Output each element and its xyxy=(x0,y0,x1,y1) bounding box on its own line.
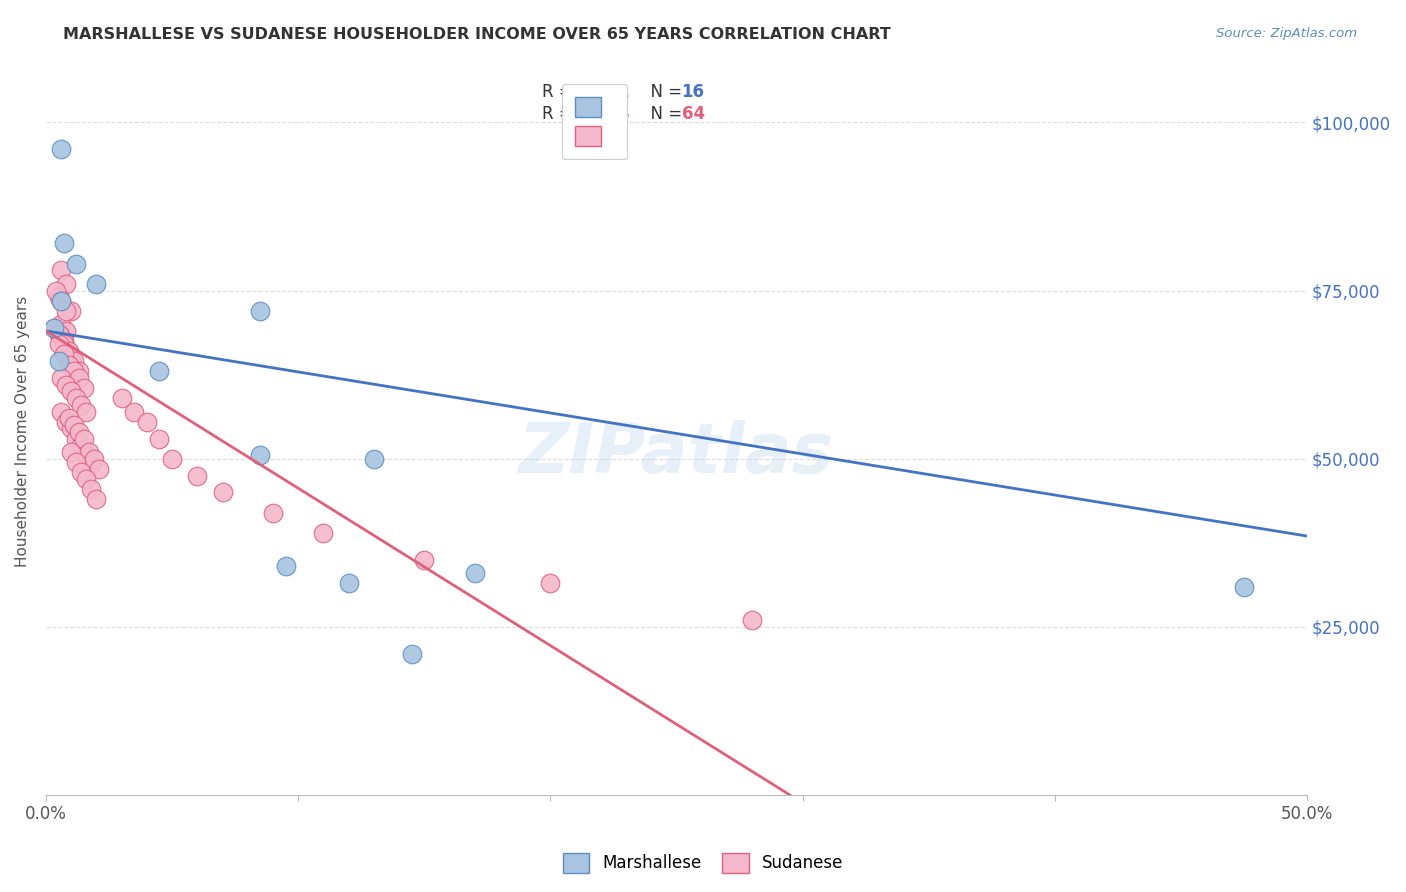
Point xyxy=(62,364,84,378)
Point xyxy=(312,525,335,540)
Point xyxy=(48,354,70,368)
Point xyxy=(274,559,297,574)
Point xyxy=(48,327,70,342)
Point xyxy=(60,303,83,318)
Text: ZIPatlas: ZIPatlas xyxy=(519,420,834,487)
Point xyxy=(60,354,83,368)
Point xyxy=(62,354,84,368)
Point xyxy=(75,472,97,486)
Point xyxy=(67,425,90,439)
Point xyxy=(75,404,97,418)
Text: R =: R = xyxy=(541,84,578,102)
Point xyxy=(401,647,423,661)
Point xyxy=(80,482,103,496)
Point xyxy=(337,576,360,591)
Text: -0.524: -0.524 xyxy=(571,104,630,122)
Point xyxy=(62,418,84,433)
Point xyxy=(48,337,70,351)
Point xyxy=(49,293,72,308)
Point xyxy=(55,303,77,318)
Point xyxy=(55,415,77,429)
Point xyxy=(52,334,75,348)
Point xyxy=(67,364,90,378)
Y-axis label: Householder Income Over 65 years: Householder Income Over 65 years xyxy=(15,296,30,567)
Text: N =: N = xyxy=(640,104,688,122)
Point xyxy=(55,324,77,338)
Point xyxy=(262,506,284,520)
Point xyxy=(73,381,96,395)
Point xyxy=(1233,580,1256,594)
Point xyxy=(65,391,87,405)
Point xyxy=(741,613,763,627)
Point xyxy=(42,320,65,334)
Point xyxy=(48,327,70,342)
Point xyxy=(45,284,67,298)
Point xyxy=(186,468,208,483)
Legend: , : , xyxy=(562,84,627,159)
Point xyxy=(58,411,80,425)
Point xyxy=(49,404,72,418)
Point xyxy=(160,451,183,466)
Point xyxy=(75,448,97,462)
Text: 64: 64 xyxy=(682,104,704,122)
Text: 16: 16 xyxy=(682,84,704,102)
Point xyxy=(249,303,271,318)
Point xyxy=(49,293,72,308)
Point xyxy=(135,415,157,429)
Point xyxy=(65,432,87,446)
Point xyxy=(87,462,110,476)
Point xyxy=(86,277,108,291)
Point xyxy=(58,344,80,359)
Point xyxy=(77,445,100,459)
Point xyxy=(70,398,93,412)
Point xyxy=(60,421,83,435)
Point xyxy=(65,455,87,469)
Point xyxy=(49,317,72,331)
Text: Source: ZipAtlas.com: Source: ZipAtlas.com xyxy=(1216,27,1357,40)
Point xyxy=(52,347,75,361)
Point xyxy=(60,384,83,399)
Point xyxy=(67,371,90,385)
Point xyxy=(363,451,385,466)
Point xyxy=(55,277,77,291)
Text: R =: R = xyxy=(541,104,578,122)
Point xyxy=(249,448,271,462)
Point xyxy=(111,391,134,405)
Point xyxy=(413,552,436,566)
Point xyxy=(49,371,72,385)
Point xyxy=(122,404,145,418)
Point xyxy=(49,263,72,277)
Point xyxy=(211,485,233,500)
Text: MARSHALLESE VS SUDANESE HOUSEHOLDER INCOME OVER 65 YEARS CORRELATION CHART: MARSHALLESE VS SUDANESE HOUSEHOLDER INCO… xyxy=(63,27,891,42)
Point xyxy=(49,142,72,156)
Point xyxy=(464,566,486,580)
Legend: Marshallese, Sudanese: Marshallese, Sudanese xyxy=(555,847,851,880)
Point xyxy=(58,358,80,372)
Point xyxy=(48,290,70,304)
Text: N =: N = xyxy=(640,84,688,102)
Point xyxy=(52,337,75,351)
Point xyxy=(83,451,105,466)
Point xyxy=(42,320,65,334)
Point xyxy=(55,341,77,355)
Point xyxy=(55,377,77,392)
Point xyxy=(70,465,93,479)
Point xyxy=(58,347,80,361)
Point xyxy=(60,445,83,459)
Point xyxy=(80,458,103,473)
Point xyxy=(86,491,108,506)
Point xyxy=(538,576,561,591)
Text: -0.321: -0.321 xyxy=(571,84,630,102)
Point xyxy=(65,257,87,271)
Point xyxy=(148,432,170,446)
Point xyxy=(52,236,75,251)
Point xyxy=(73,432,96,446)
Point xyxy=(70,438,93,452)
Point xyxy=(148,364,170,378)
